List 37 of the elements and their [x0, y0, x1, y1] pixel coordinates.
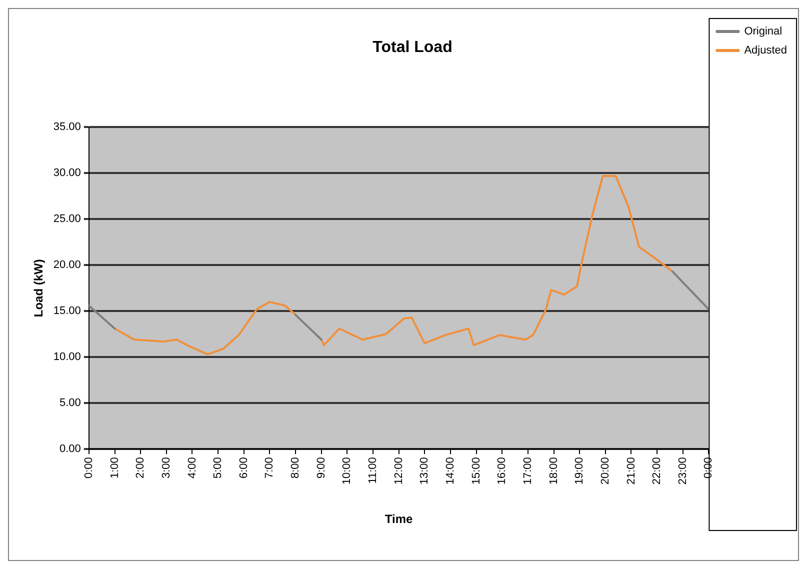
chart-title: Total Load [372, 39, 452, 56]
legend-label: Original [744, 26, 782, 38]
y-tick-label: 30.00 [53, 167, 81, 180]
x-tick-label: 13:00 [418, 457, 431, 485]
x-tick-label: 17:00 [522, 457, 534, 485]
x-tick-label: 6:00 [238, 457, 250, 478]
x-tick-label: 8:00 [290, 457, 302, 478]
y-tick-label: 0.00 [60, 443, 81, 456]
y-tick-label: 15.00 [53, 305, 81, 318]
x-tick-label: 12:00 [392, 457, 405, 485]
x-tick-label: 11:00 [367, 457, 380, 484]
y-tick-label: 25.00 [53, 213, 81, 226]
x-tick-label: 5:00 [212, 457, 224, 478]
x-tick-label: 1:00 [108, 457, 121, 478]
x-tick-label: 20:00 [599, 457, 612, 485]
x-tick-label: 15:00 [470, 457, 482, 485]
y-tick-label: 35.00 [53, 121, 81, 134]
y-tick-label: 5.00 [60, 397, 81, 410]
x-tick-label: 3:00 [160, 457, 172, 478]
y-tick-label: 20.00 [53, 259, 81, 272]
x-tick-label: 18:00 [548, 457, 560, 485]
x-tick-label: 0:00 [82, 457, 95, 478]
x-tick-label: 21:00 [625, 457, 638, 485]
x-tick-label: 14:00 [444, 457, 456, 485]
x-axis-title: Time [384, 512, 414, 526]
x-tick-label: 9:00 [315, 457, 328, 478]
x-tick-label: 16:00 [496, 457, 508, 485]
x-tick-label: 2:00 [134, 457, 147, 478]
x-tick-label: 10:00 [341, 457, 354, 485]
x-tick-label: 23:00 [676, 457, 689, 485]
x-tick-label: 19:00 [574, 457, 586, 485]
x-tick-label: 22:00 [651, 457, 664, 485]
legend-label: Adjusted [744, 44, 788, 57]
x-tick-label: 4:00 [186, 457, 198, 478]
x-tick-label: 7:00 [264, 457, 276, 478]
y-axis-title: Load (kW) [32, 259, 46, 318]
y-tick-label: 10.00 [53, 351, 81, 364]
